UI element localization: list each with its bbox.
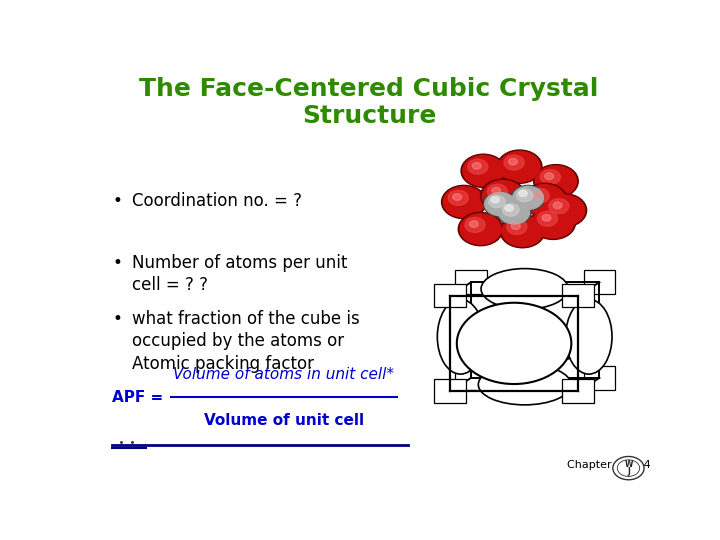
FancyBboxPatch shape — [562, 380, 594, 403]
Circle shape — [542, 214, 551, 221]
Circle shape — [523, 183, 567, 217]
Ellipse shape — [456, 303, 572, 384]
Text: W: W — [624, 460, 633, 469]
Circle shape — [453, 194, 462, 200]
Ellipse shape — [475, 295, 595, 364]
Circle shape — [468, 159, 488, 174]
Circle shape — [540, 170, 560, 185]
Circle shape — [480, 179, 526, 212]
Circle shape — [511, 185, 545, 210]
Text: APF =: APF = — [112, 390, 168, 405]
Text: Number of atoms per unit
cell = ? ?: Number of atoms per unit cell = ? ? — [132, 254, 347, 294]
Circle shape — [544, 195, 585, 226]
Circle shape — [504, 155, 524, 170]
Circle shape — [449, 191, 468, 205]
Circle shape — [498, 150, 542, 183]
Ellipse shape — [481, 268, 568, 309]
Circle shape — [463, 156, 504, 186]
Circle shape — [511, 223, 521, 230]
Circle shape — [488, 195, 505, 208]
Circle shape — [461, 154, 505, 187]
FancyBboxPatch shape — [584, 271, 616, 294]
Circle shape — [534, 165, 578, 198]
Circle shape — [553, 202, 562, 208]
Text: what fraction of the cube is
occupied by the atoms or
Atomic packing factor: what fraction of the cube is occupied by… — [132, 310, 359, 373]
Circle shape — [503, 204, 519, 216]
Ellipse shape — [566, 299, 612, 374]
FancyBboxPatch shape — [434, 380, 466, 403]
Circle shape — [444, 187, 485, 217]
Text: Volume of unit cell: Volume of unit cell — [204, 413, 364, 428]
Circle shape — [499, 151, 540, 182]
Circle shape — [505, 205, 513, 211]
Text: The Face-Centered Cubic Crystal
Structure: The Face-Centered Cubic Crystal Structur… — [139, 77, 599, 128]
Text: •: • — [112, 310, 122, 328]
Circle shape — [482, 180, 523, 211]
Circle shape — [533, 207, 574, 238]
Circle shape — [483, 192, 517, 217]
Circle shape — [549, 199, 569, 214]
Circle shape — [472, 163, 481, 169]
Circle shape — [529, 188, 549, 203]
Text: Chapter 3 -  14: Chapter 3 - 14 — [567, 460, 651, 470]
Circle shape — [500, 214, 545, 248]
Circle shape — [534, 192, 543, 198]
Text: •: • — [112, 254, 122, 272]
Circle shape — [469, 221, 478, 227]
Circle shape — [536, 166, 577, 197]
Circle shape — [519, 191, 527, 197]
Circle shape — [499, 201, 529, 224]
Circle shape — [507, 219, 527, 234]
FancyBboxPatch shape — [455, 366, 487, 390]
Circle shape — [491, 197, 499, 203]
Circle shape — [542, 194, 587, 227]
Circle shape — [524, 185, 565, 215]
FancyBboxPatch shape — [434, 284, 466, 307]
Circle shape — [441, 185, 486, 219]
FancyBboxPatch shape — [455, 271, 487, 294]
Circle shape — [485, 193, 516, 215]
Circle shape — [502, 216, 543, 246]
Ellipse shape — [478, 364, 571, 405]
Circle shape — [460, 214, 501, 244]
Circle shape — [492, 187, 500, 194]
Circle shape — [538, 211, 557, 226]
Text: J: J — [627, 467, 630, 476]
Circle shape — [613, 456, 644, 480]
Circle shape — [487, 184, 508, 199]
Ellipse shape — [437, 299, 484, 374]
Circle shape — [498, 200, 531, 225]
Circle shape — [508, 158, 518, 165]
Circle shape — [513, 186, 544, 210]
Circle shape — [545, 173, 554, 180]
Circle shape — [465, 218, 485, 232]
FancyBboxPatch shape — [562, 284, 594, 307]
Text: Coordination no. = ?: Coordination no. = ? — [132, 192, 302, 210]
FancyBboxPatch shape — [584, 366, 616, 390]
Text: •: • — [112, 192, 122, 210]
Circle shape — [531, 206, 575, 239]
Circle shape — [516, 189, 533, 201]
Text: Volume of atoms in unit cell*: Volume of atoms in unit cell* — [174, 367, 395, 382]
Circle shape — [458, 212, 503, 246]
